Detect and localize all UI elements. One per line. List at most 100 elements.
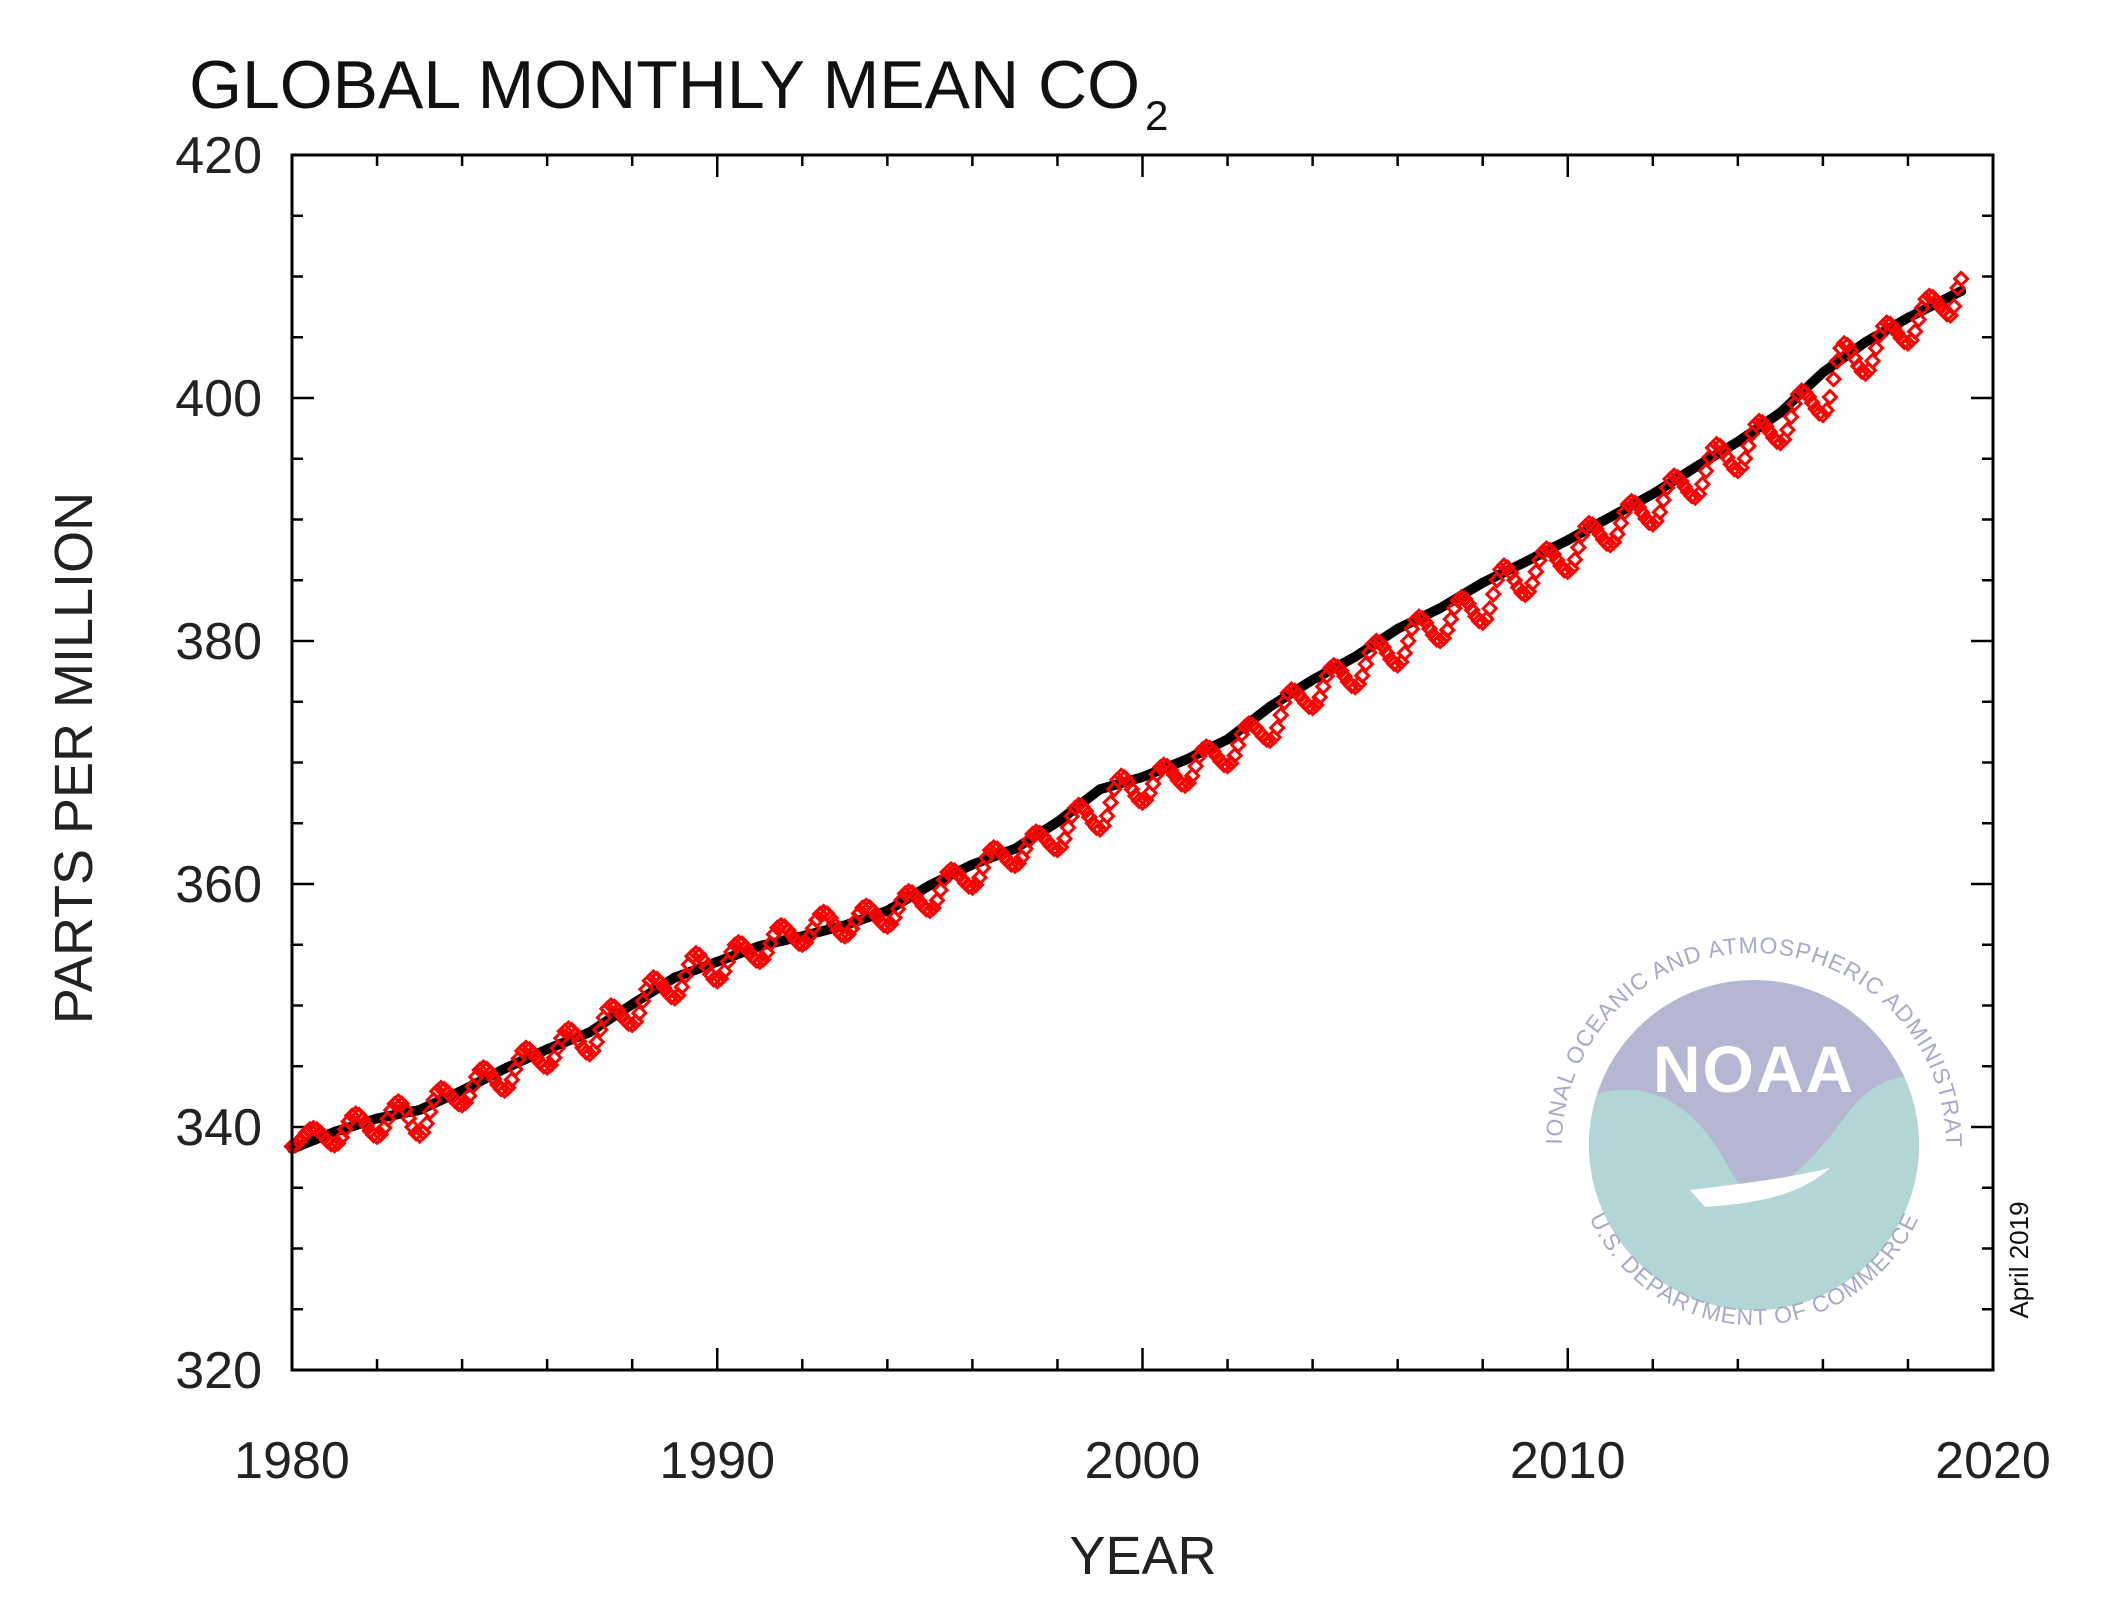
monthly-point — [421, 1103, 439, 1121]
monthly-point — [566, 1026, 585, 1044]
monthly-point — [1686, 489, 1704, 507]
monthly-point — [602, 996, 620, 1015]
monthly-point — [772, 916, 790, 934]
monthly-point — [1831, 339, 1850, 357]
monthly-point — [1782, 408, 1800, 426]
monthly-point — [1895, 333, 1914, 351]
monthly-point — [970, 868, 989, 887]
monthly-point — [1364, 635, 1382, 653]
monthly-point — [1474, 614, 1492, 632]
monthly-point — [1268, 719, 1286, 737]
monthly-point — [1449, 591, 1467, 609]
monthly-point — [393, 1095, 411, 1113]
monthly-point — [1736, 449, 1754, 468]
monthly-point — [1612, 514, 1630, 532]
monthly-point — [822, 909, 840, 927]
monthly-point — [1438, 621, 1456, 639]
monthly-point — [641, 972, 659, 990]
monthly-point — [1215, 756, 1233, 774]
monthly-point — [1729, 462, 1747, 480]
monthly-point — [517, 1039, 535, 1057]
x-tick-label: 1980 — [234, 1432, 350, 1490]
monthly-point — [697, 958, 716, 976]
monthly-point — [1240, 714, 1258, 733]
monthly-point — [928, 891, 946, 910]
monthly-point — [1739, 437, 1758, 455]
monthly-point — [1644, 515, 1662, 533]
monthly-point — [1619, 495, 1637, 513]
monthly-point — [1314, 677, 1332, 696]
monthly-point — [676, 967, 694, 985]
monthly-point — [729, 933, 748, 951]
monthly-point — [1119, 773, 1137, 792]
monthly-point — [1502, 564, 1520, 582]
monthly-point — [403, 1118, 422, 1136]
monthly-point — [1817, 401, 1836, 419]
monthly-point — [875, 916, 893, 934]
monthly-point — [418, 1115, 436, 1133]
monthly-point — [503, 1071, 521, 1089]
monthly-point — [1693, 475, 1712, 493]
monthly-point — [1055, 830, 1074, 848]
monthly-point — [1027, 823, 1045, 841]
monthly-point — [354, 1110, 372, 1129]
monthly-point — [1630, 498, 1648, 516]
monthly-point — [942, 860, 960, 879]
monthly-point — [1477, 610, 1495, 628]
monthly-point — [304, 1119, 322, 1137]
monthly-point — [1523, 574, 1541, 592]
monthly-point — [485, 1070, 503, 1088]
monthly-point — [1718, 448, 1736, 467]
monthly-point — [1374, 638, 1393, 656]
monthly-point — [481, 1064, 500, 1082]
monthly-point — [1417, 614, 1435, 632]
monthly-point — [1077, 802, 1095, 820]
monthly-point — [1909, 311, 1928, 329]
monthly-point — [1197, 738, 1215, 756]
monthly-point — [1311, 688, 1329, 706]
monthly-point — [1803, 394, 1821, 412]
monthly-point — [357, 1116, 376, 1134]
monthly-point — [1952, 270, 1970, 288]
monthly-point — [1420, 620, 1439, 638]
x-tick-label: 2000 — [1085, 1432, 1201, 1490]
monthly-point — [1651, 503, 1669, 521]
monthly-point — [1357, 655, 1375, 673]
monthly-point — [1300, 697, 1318, 716]
monthly-point — [1814, 406, 1832, 424]
monthly-point — [1229, 736, 1247, 754]
monthly-point — [1899, 334, 1917, 352]
monthly-point — [1066, 799, 1084, 817]
chart-title: GLOBAL MONTHLY MEAN CO — [189, 47, 1140, 123]
logo-bird-icon — [1690, 1168, 1830, 1207]
monthly-point — [1481, 599, 1499, 618]
monthly-point — [673, 978, 691, 996]
monthly-point — [825, 915, 843, 933]
monthly-point — [694, 951, 712, 969]
monthly-point — [1633, 504, 1651, 522]
monthly-point — [1874, 317, 1892, 335]
monthly-point — [1867, 339, 1885, 357]
monthly-point — [1282, 680, 1300, 699]
monthly-point — [322, 1135, 340, 1153]
monthly-point — [1002, 855, 1021, 874]
monthly-point — [683, 947, 702, 965]
monthly-point — [1396, 644, 1414, 662]
monthly-point — [1704, 439, 1722, 457]
monthly-point — [1353, 667, 1371, 685]
monthly-point — [917, 900, 935, 919]
monthly-point — [598, 1000, 617, 1018]
monthly-point — [1261, 732, 1279, 750]
monthly-point — [1661, 470, 1680, 488]
noaa-logo: NOAA NATIONAL OCEANIC AND ATMOSPHERIC AD… — [0, 0, 1966, 1330]
monthly-point — [1346, 678, 1364, 696]
monthly-point — [1272, 706, 1290, 724]
monthly-point — [1601, 536, 1619, 554]
monthly-point — [1697, 462, 1715, 480]
y-tick-label: 360 — [175, 856, 262, 914]
y-tick-label: 380 — [175, 613, 262, 671]
monthly-point — [1109, 770, 1127, 789]
x-tick-labels: 1980 1990 2000 2010 2020 — [234, 1432, 2051, 1490]
monthly-point — [1906, 322, 1924, 341]
monthly-point — [410, 1126, 429, 1145]
